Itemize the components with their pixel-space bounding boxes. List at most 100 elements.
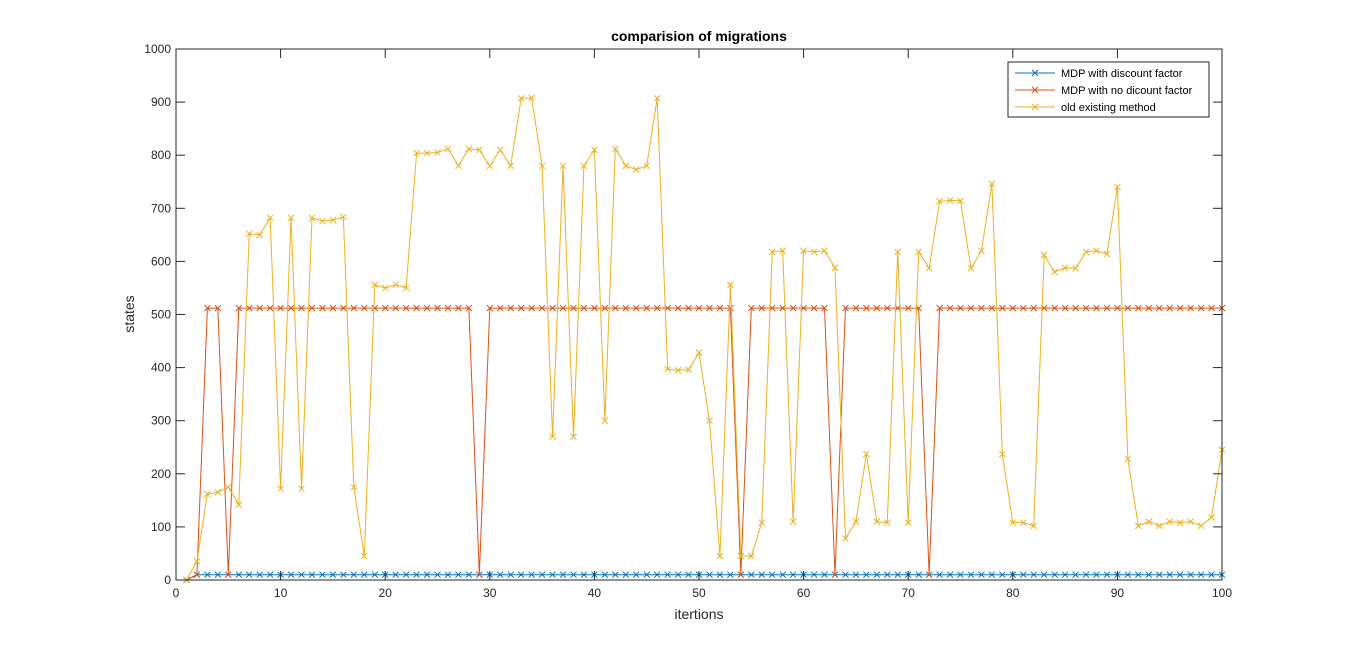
data-point-marker [1187, 304, 1194, 312]
data-point-marker [936, 198, 943, 205]
data-point-marker [1103, 250, 1111, 258]
data-point-marker [727, 304, 734, 312]
data-point-marker [883, 304, 891, 312]
x-tick-label: 60 [797, 586, 811, 600]
data-point-marker [1030, 571, 1038, 579]
series-line [186, 97, 1223, 581]
y-tick-label: 300 [151, 414, 171, 428]
legend-marker [1031, 69, 1039, 77]
data-point-marker [444, 145, 452, 153]
data-point-marker [1187, 571, 1194, 579]
data-point-marker [852, 518, 860, 525]
data-point-marker [350, 483, 358, 491]
data-point-marker [946, 196, 954, 204]
data-point-marker [632, 304, 640, 312]
data-point-marker [643, 162, 651, 170]
x-tick-label: 80 [1006, 586, 1020, 600]
data-point-marker [235, 304, 243, 312]
data-point-marker [1040, 251, 1048, 259]
data-point-marker [925, 264, 933, 272]
data-point-marker [706, 417, 713, 425]
data-point-marker [465, 145, 473, 153]
data-point-marker [894, 248, 902, 256]
data-point-marker [1072, 304, 1079, 312]
y-tick-label: 1000 [144, 42, 171, 56]
data-point-marker [423, 304, 431, 312]
data-point-marker [455, 304, 462, 312]
data-point-marker [319, 571, 326, 579]
data-point-marker [894, 571, 902, 579]
data-point-marker [1124, 304, 1132, 312]
legend-label: old existing method [1061, 102, 1156, 114]
data-point-marker [423, 149, 431, 157]
data-point-marker [706, 304, 713, 312]
y-tick-label: 400 [151, 361, 171, 375]
data-point-marker [863, 450, 870, 458]
data-point-marker [1114, 183, 1121, 191]
data-point-marker [340, 571, 347, 579]
series-2 [183, 304, 1226, 584]
data-point-marker [381, 304, 389, 312]
data-point-marker [465, 571, 473, 579]
data-point-marker [747, 304, 755, 312]
data-point-marker [1093, 571, 1100, 579]
data-point-marker [873, 304, 881, 312]
data-point-marker [277, 304, 284, 312]
data-point-marker [256, 231, 264, 239]
data-point-marker [465, 304, 473, 312]
data-point-marker [193, 571, 201, 579]
data-point-marker [538, 162, 546, 170]
axes-layer: 0 10 20 30 40 50 60 70 80 90 100010020030040050060… [144, 42, 1232, 600]
data-point-marker [360, 304, 368, 312]
data-point-marker [831, 571, 839, 579]
data-point-marker [214, 489, 222, 496]
data-point-marker [507, 571, 515, 579]
data-point-marker [308, 214, 316, 222]
data-point-marker [727, 571, 734, 579]
data-point-marker [664, 571, 671, 579]
data-point-marker [549, 304, 556, 312]
data-point-marker [988, 571, 996, 579]
data-point-marker [517, 95, 525, 102]
plot-area [176, 49, 1222, 580]
x-tick-label: 0 [173, 586, 180, 600]
data-point-marker [768, 248, 776, 256]
data-point-marker [674, 304, 682, 312]
data-point-marker [1103, 304, 1111, 312]
data-point-marker [904, 304, 912, 312]
data-point-marker [549, 571, 556, 579]
data-point-marker [716, 304, 724, 312]
data-point-marker [1124, 455, 1132, 463]
data-point-marker [1134, 571, 1142, 579]
data-point-marker [413, 149, 420, 157]
data-point-marker [360, 571, 368, 579]
data-point-marker [486, 304, 494, 312]
data-point-marker [559, 304, 567, 312]
data-point-marker [224, 571, 232, 579]
data-point-marker [1124, 571, 1132, 579]
x-axis-label: itertions [674, 606, 723, 622]
data-point-marker [329, 216, 337, 224]
data-point-marker [402, 304, 410, 312]
data-point-marker [1040, 571, 1048, 579]
data-point-marker [915, 571, 923, 579]
data-point-marker [632, 166, 640, 173]
data-point-marker [685, 304, 692, 312]
data-point-marker [998, 450, 1006, 458]
data-point-marker [204, 571, 211, 579]
data-point-marker [810, 304, 818, 312]
data-point-marker [475, 571, 483, 579]
data-point-marker [653, 571, 661, 579]
data-point-marker [863, 304, 870, 312]
data-point-marker [570, 433, 577, 440]
data-point-marker [329, 304, 337, 312]
series-line [186, 307, 1222, 581]
data-point-marker [371, 304, 379, 312]
data-point-marker [957, 571, 964, 579]
data-point-marker [611, 571, 619, 579]
data-point-marker [936, 571, 943, 579]
data-point-marker [455, 162, 462, 170]
data-point-marker [1208, 571, 1215, 579]
data-point-marker [266, 304, 274, 312]
data-point-marker [486, 162, 494, 170]
